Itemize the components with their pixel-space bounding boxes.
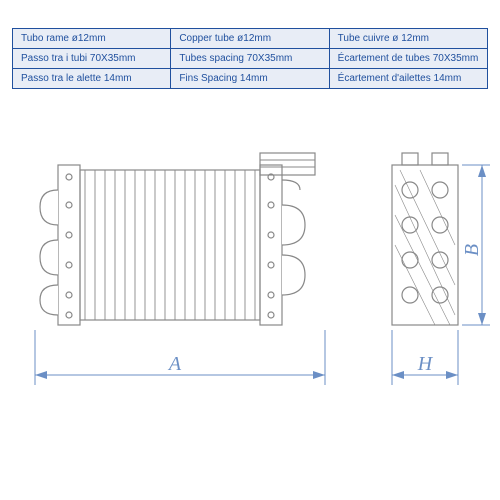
spec-cell: Passo tra i tubi 70X35mm — [13, 49, 171, 69]
spec-row: Passo tra i tubi 70X35mm Tubes spacing 7… — [13, 49, 487, 69]
spec-cell: Écartement d'ailettes 14mm — [330, 69, 487, 88]
spec-row: Passo tra le alette 14mm Fins Spacing 14… — [13, 69, 487, 88]
spec-cell: Passo tra le alette 14mm — [13, 69, 171, 88]
dimension-A: A — [35, 330, 325, 385]
dimension-B: B — [461, 165, 490, 325]
dim-label-B: B — [461, 244, 483, 256]
side-view — [392, 153, 458, 325]
technical-diagram: A H B — [0, 135, 500, 445]
spec-cell: Tube cuivre ø 12mm — [330, 29, 487, 49]
spec-cell: Tubes spacing 70X35mm — [171, 49, 329, 69]
front-view — [40, 153, 315, 325]
dim-label-H: H — [417, 353, 434, 375]
spec-cell: Tubo rame ø12mm — [13, 29, 171, 49]
spec-cell: Fins Spacing 14mm — [171, 69, 329, 88]
spec-cell: Écartement de tubes 70X35mm — [330, 49, 487, 69]
spec-row: Tubo rame ø12mm Copper tube ø12mm Tube c… — [13, 29, 487, 49]
dim-label-A: A — [167, 353, 182, 375]
dimension-H: H — [392, 330, 458, 385]
spec-cell: Copper tube ø12mm — [171, 29, 329, 49]
spec-table: Tubo rame ø12mm Copper tube ø12mm Tube c… — [12, 28, 488, 89]
